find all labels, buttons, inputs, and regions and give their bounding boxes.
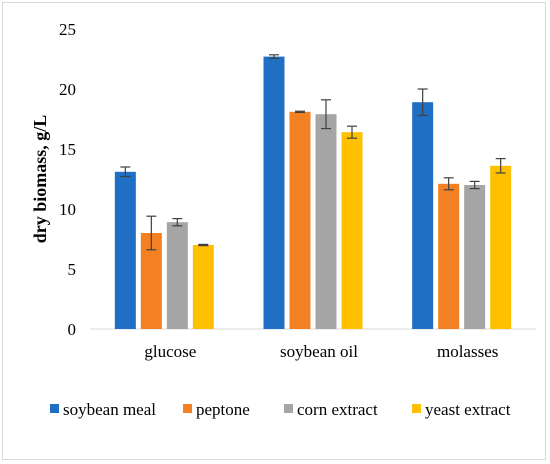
- y-tick-label: 5: [68, 260, 77, 279]
- y-tick-label: 25: [59, 20, 76, 39]
- legend-swatch: [412, 404, 421, 413]
- y-tick-label: 0: [68, 320, 77, 339]
- axis-labels: dry biomass, g/L glucose soybean oil molass…: [30, 115, 498, 361]
- category-label: glucose: [144, 342, 196, 361]
- bar: [289, 111, 311, 329]
- chart-frame: [2, 2, 546, 460]
- y-axis-title: dry biomass, g/L: [30, 115, 50, 244]
- bar: [341, 132, 363, 329]
- bar: [412, 102, 434, 329]
- legend-label: soybean meal: [63, 400, 156, 419]
- legend-label: yeast extract: [425, 400, 511, 419]
- bar: [464, 185, 486, 329]
- legend-swatch: [284, 404, 293, 413]
- legend: soybean meal peptone corn extract yeast ext…: [50, 400, 511, 419]
- bar: [114, 171, 136, 329]
- category-label: soybean oil: [280, 342, 358, 361]
- legend-swatch: [50, 404, 59, 413]
- legend-label: peptone: [196, 400, 250, 419]
- bar: [192, 245, 214, 329]
- y-tick-label: 10: [59, 200, 76, 219]
- bar: [490, 165, 512, 329]
- error-bars: [120, 54, 506, 251]
- bar: [263, 56, 285, 329]
- bar: [140, 233, 162, 329]
- category-label: molasses: [437, 342, 498, 361]
- y-tick-label: 15: [59, 140, 76, 159]
- legend-label: corn extract: [297, 400, 378, 419]
- legend-swatch: [183, 404, 192, 413]
- y-tick-label: 20: [59, 80, 76, 99]
- axes: 0 5 10 15 20 25: [59, 20, 536, 339]
- bar: [438, 183, 460, 329]
- bars: [114, 56, 512, 329]
- bar: [166, 222, 188, 329]
- bar: [315, 114, 337, 329]
